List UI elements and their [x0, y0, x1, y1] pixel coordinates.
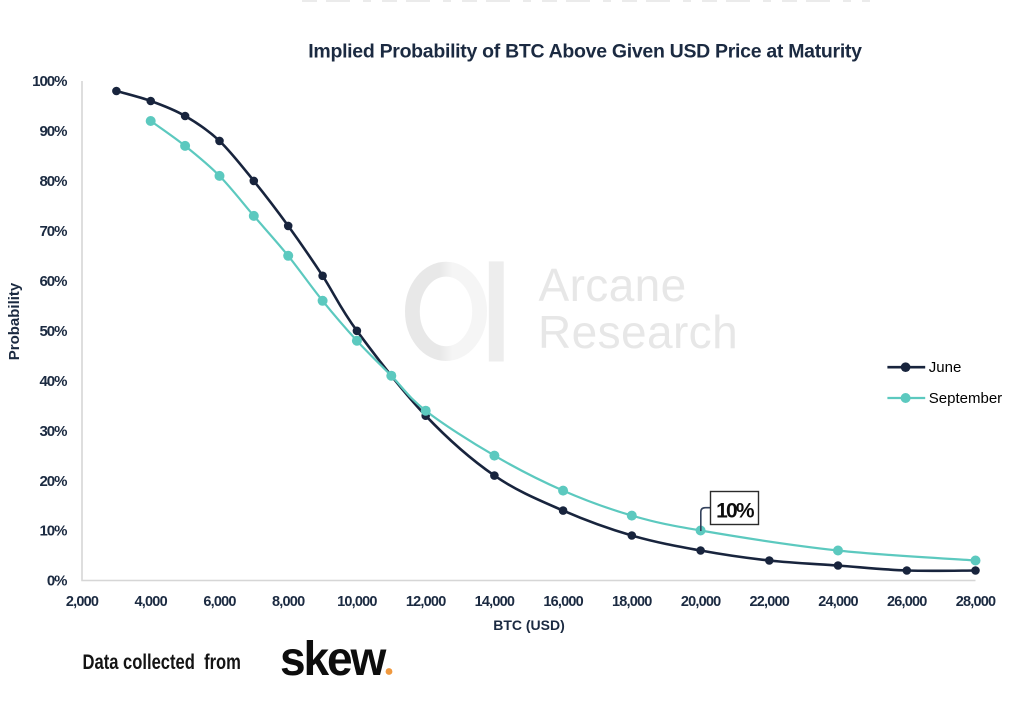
svg-text:September: September [929, 390, 1002, 407]
svg-text:90%: 90% [39, 123, 67, 140]
svg-text:70%: 70% [39, 223, 67, 240]
svg-text:60%: 60% [39, 273, 67, 290]
svg-text:BTC (USD): BTC (USD) [493, 617, 565, 633]
svg-text:6,000: 6,000 [203, 594, 236, 610]
svg-text:0%: 0% [47, 573, 67, 590]
svg-text:20%: 20% [39, 473, 67, 490]
svg-text:28,000: 28,000 [956, 594, 996, 610]
svg-text:80%: 80% [39, 173, 67, 190]
svg-text:50%: 50% [39, 323, 67, 340]
svg-text:18,000: 18,000 [612, 594, 652, 610]
svg-text:24,000: 24,000 [818, 594, 858, 610]
svg-text:Probability: Probability [6, 282, 23, 360]
svg-text:2,000: 2,000 [66, 594, 99, 610]
svg-text:8,000: 8,000 [272, 594, 305, 610]
svg-text:40%: 40% [39, 373, 67, 390]
svg-text:22,000: 22,000 [750, 594, 790, 610]
svg-text:Research: Research [538, 306, 738, 358]
svg-text:Arcane: Arcane [539, 259, 687, 311]
svg-text:June: June [929, 359, 962, 376]
svg-text:100%: 100% [32, 73, 67, 90]
svg-text:4,000: 4,000 [135, 594, 168, 610]
svg-text:20,000: 20,000 [681, 594, 721, 610]
svg-text:10,000: 10,000 [337, 594, 377, 610]
svg-text:10%: 10% [716, 499, 755, 522]
svg-text:skew: skew [280, 631, 387, 685]
svg-text:30%: 30% [39, 423, 67, 440]
svg-text:14,000: 14,000 [475, 594, 515, 610]
svg-text:26,000: 26,000 [887, 594, 927, 610]
svg-text:12,000: 12,000 [406, 594, 446, 610]
svg-text:Data collected from: Data collected from [83, 651, 241, 674]
svg-text:16,000: 16,000 [543, 594, 583, 610]
svg-text:Implied Probability of BTC Abo: Implied Probability of BTC Above Given U… [308, 41, 862, 63]
svg-text:10%: 10% [39, 523, 67, 540]
